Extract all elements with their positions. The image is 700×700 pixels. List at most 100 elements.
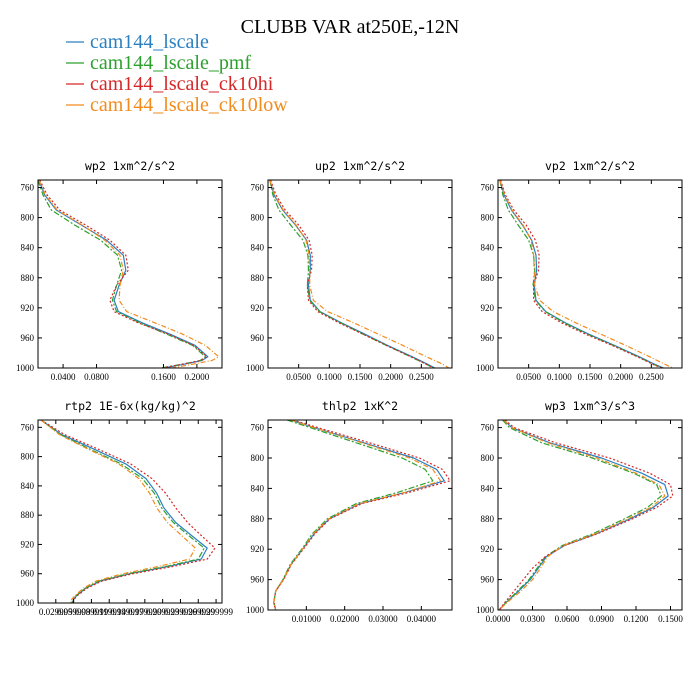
- legend-entry: cam144_lscale_ck10low: [90, 94, 288, 116]
- y-tick-label: 1000: [476, 605, 495, 615]
- series-group: [499, 180, 674, 368]
- y-tick-label: 960: [251, 575, 265, 585]
- y-tick-label: 760: [21, 183, 35, 193]
- series-line: [38, 180, 206, 368]
- legend-entry: cam144_lscale_pmf: [90, 52, 251, 74]
- panel-title: up2 1xm^2/s^2: [315, 159, 405, 173]
- series-group: [38, 180, 220, 368]
- x-tick-label: 0.119999: [93, 607, 127, 617]
- x-tick-label: 0.2000: [608, 372, 633, 382]
- chart-panel: rtp2 1E-6x(kg/kg)^2 760 800 840 880 920 960 100…: [16, 399, 233, 617]
- plot-frame: [37, 179, 223, 369]
- series-line: [273, 420, 451, 610]
- y-tick-label: 800: [21, 213, 35, 223]
- chart-panel: vp2 1xm^2/s^2 760 800 840 880 920 960 1000 0.050…: [476, 159, 683, 382]
- x-tick-label: 0.1500: [348, 372, 373, 382]
- series-group: [273, 420, 451, 610]
- y-tick-label: 760: [251, 183, 265, 193]
- x-tick-label: 0.1000: [547, 372, 572, 382]
- y-tick-label: 840: [481, 243, 495, 253]
- y-tick-label: 880: [251, 514, 265, 524]
- x-tick-label: 0.03000: [368, 614, 398, 624]
- plot-frame: [267, 419, 453, 611]
- x-tick-label: 0.299999: [199, 607, 233, 617]
- y-tick-label: 880: [21, 510, 35, 520]
- x-tick-label: 0.1500: [578, 372, 603, 382]
- series-line: [39, 180, 208, 368]
- y-tick-label: 960: [481, 333, 495, 343]
- y-tick-label: 880: [481, 273, 495, 283]
- panels: wp2 1xm^2/s^2 760 800 840 880 920 960 1000 0.040…: [16, 159, 683, 624]
- x-tick-label: 0.1500: [658, 614, 683, 624]
- legend-entry: cam144_lscale: [90, 31, 209, 53]
- x-tick-label: 0.01000: [292, 614, 322, 624]
- series-line: [499, 180, 663, 368]
- y-tick-label: 760: [481, 183, 495, 193]
- y-tick-label: 800: [251, 453, 265, 463]
- y-tick-label: 760: [251, 423, 265, 433]
- x-tick-label: 0.0400: [51, 372, 76, 382]
- series-line: [269, 180, 434, 368]
- series-line: [40, 420, 205, 603]
- y-tick-label: 800: [21, 452, 35, 462]
- series-line: [498, 420, 662, 610]
- y-tick-label: 960: [21, 569, 35, 579]
- y-tick-label: 880: [251, 273, 265, 283]
- x-tick-label: 0.04000: [407, 614, 437, 624]
- series-line: [499, 180, 663, 368]
- y-tick-label: 800: [481, 213, 495, 223]
- series-line: [498, 420, 666, 610]
- y-tick-label: 920: [251, 544, 265, 554]
- series-line: [499, 180, 674, 368]
- y-tick-label: 920: [481, 544, 495, 554]
- x-tick-label: 0.1600: [151, 372, 176, 382]
- x-tick-label: 0.2500: [409, 372, 434, 382]
- y-tick-label: 920: [21, 539, 35, 549]
- x-tick-label: 0.179999: [128, 607, 162, 617]
- y-tick-label: 840: [481, 483, 495, 493]
- series-line: [498, 420, 669, 610]
- y-tick-label: 960: [251, 333, 265, 343]
- x-tick-label: 0.2500: [639, 372, 664, 382]
- x-tick-label: 0.0900: [589, 614, 614, 624]
- y-tick-label: 1000: [476, 363, 495, 373]
- y-tick-label: 840: [21, 481, 35, 491]
- panel-title: thlp2 1xK^2: [322, 399, 398, 413]
- series-line: [498, 420, 674, 610]
- x-tick-label: 0.2000: [185, 372, 210, 382]
- x-tick-label: 0.1000: [317, 372, 342, 382]
- legend-entry: cam144_lscale_ck10hi: [90, 73, 274, 95]
- chart-panel: thlp2 1xK^2 760 800 840 880 920 960 1000 0.01000…: [246, 399, 453, 624]
- x-tick-label: 0.0800: [84, 372, 109, 382]
- x-tick-label: 0.059999: [57, 607, 91, 617]
- y-tick-label: 840: [251, 483, 265, 493]
- chart-panel: wp2 1xm^2/s^2 760 800 840 880 920 960 1000 0.040…: [16, 159, 223, 382]
- x-tick-label: 0.2000: [378, 372, 403, 382]
- x-tick-label: 0.0500: [286, 372, 311, 382]
- y-tick-label: 840: [21, 243, 35, 253]
- y-tick-label: 880: [21, 273, 35, 283]
- y-tick-label: 920: [481, 303, 495, 313]
- panel-title: wp2 1xm^2/s^2: [85, 159, 175, 173]
- x-tick-label: 0.089999: [75, 607, 109, 617]
- y-tick-label: 760: [481, 423, 495, 433]
- y-tick-label: 800: [251, 213, 265, 223]
- x-tick-label: 0.0600: [555, 614, 580, 624]
- chart-panel: wp3 1xm^3/s^3 760 800 840 880 920 960 10000.000…: [476, 399, 683, 624]
- panel-title: rtp2 1E-6x(kg/kg)^2: [64, 399, 196, 413]
- series-group: [40, 420, 216, 603]
- y-tick-label: 1000: [246, 363, 265, 373]
- y-tick-label: 760: [21, 422, 35, 432]
- x-tick-label: 0.0300: [520, 614, 545, 624]
- x-tick-label: 0.0500: [516, 372, 541, 382]
- series-line: [269, 180, 450, 368]
- series-group: [269, 180, 450, 368]
- y-tick-label: 1000: [246, 605, 265, 615]
- legend: cam144_lscalecam144_lscale_pmfcam144_lsc…: [66, 31, 288, 116]
- plot-frame: [497, 419, 683, 611]
- x-tick-label: 0.1200: [624, 614, 649, 624]
- y-tick-label: 960: [21, 333, 35, 343]
- figure-title: CLUBB VAR at250E,-12N: [241, 16, 460, 38]
